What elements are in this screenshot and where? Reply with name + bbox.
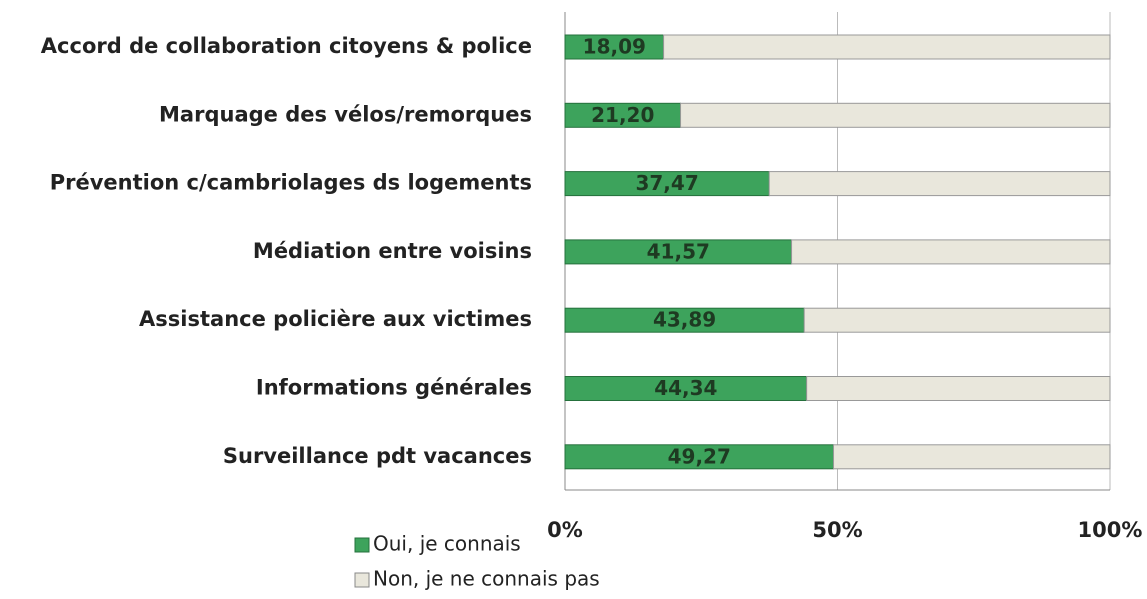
legend-label: Non, je ne connais pas	[373, 567, 600, 591]
bar-segment	[768, 171, 1111, 197]
bar-segment	[680, 102, 1111, 128]
data-label: 44,34	[654, 376, 717, 400]
bar-segment	[564, 376, 808, 401]
bar-segment	[803, 307, 1111, 333]
bar-segment	[564, 34, 665, 60]
bar-segment	[791, 239, 1111, 265]
legend-marker	[354, 537, 370, 553]
bar-segment	[564, 171, 770, 197]
data-label: 21,20	[591, 103, 654, 127]
category-label: Surveillance pdt vacances	[223, 444, 532, 468]
bar-segment	[806, 376, 1111, 401]
x-tick-label: 0%	[547, 518, 583, 542]
legend-marker	[354, 572, 370, 588]
category-label: Médiation entre voisins	[253, 239, 532, 263]
data-label: 18,09	[583, 35, 646, 59]
data-label: 43,89	[653, 308, 716, 332]
category-label: Marquage des vélos/remorques	[159, 102, 532, 126]
data-label: 37,47	[635, 171, 698, 195]
data-label: 41,57	[647, 239, 710, 263]
category-label: Informations générales	[256, 376, 532, 400]
category-label: Assistance policière aux victimes	[139, 307, 532, 331]
bar-segment	[564, 239, 793, 265]
bar-segment	[564, 307, 805, 333]
bar-segment	[564, 102, 682, 128]
x-tick-label: 100%	[1078, 518, 1143, 542]
category-label: Accord de collaboration citoyens & polic…	[41, 34, 532, 58]
category-label: Prévention c/cambriolages ds logements	[50, 171, 532, 195]
bar-segment	[833, 444, 1111, 470]
legend-label: Oui, je connais	[373, 532, 521, 556]
bar-segment	[663, 34, 1111, 60]
x-tick-label: 50%	[812, 518, 862, 542]
data-label: 49,27	[668, 444, 731, 468]
